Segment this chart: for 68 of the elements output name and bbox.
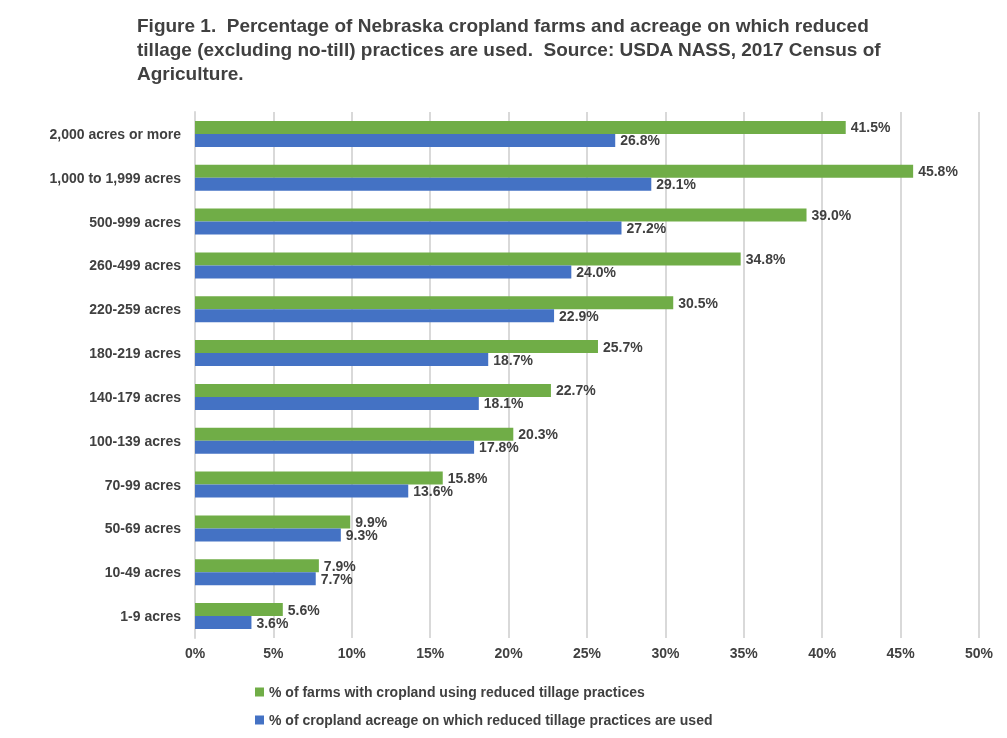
legend-label: % of farms with cropland using reduced tillage practices bbox=[269, 684, 645, 700]
data-label: 17.8% bbox=[479, 439, 520, 456]
y-tick-label: 1-9 acres bbox=[120, 608, 182, 625]
data-label: 24.0% bbox=[576, 263, 617, 280]
data-label: 45.8% bbox=[918, 163, 959, 180]
bar bbox=[195, 471, 443, 485]
data-label: 27.2% bbox=[626, 220, 667, 237]
bar bbox=[195, 353, 489, 367]
data-label: 18.7% bbox=[493, 351, 534, 368]
data-label: 22.9% bbox=[559, 307, 600, 324]
data-label: 5.6% bbox=[287, 601, 321, 618]
bar bbox=[195, 427, 514, 441]
legend-label: % of cropland acreage on which reduced tillage practices are used bbox=[269, 712, 713, 728]
bar bbox=[195, 177, 652, 191]
bar bbox=[195, 252, 741, 266]
data-label: 18.1% bbox=[483, 395, 525, 412]
data-label: 34.8% bbox=[745, 250, 786, 267]
y-tick-label: 70-99 acres bbox=[104, 476, 182, 493]
bar bbox=[195, 572, 316, 586]
x-tick-label: 30% bbox=[651, 645, 680, 661]
bar bbox=[195, 296, 674, 310]
x-tick-label: 40% bbox=[808, 645, 837, 661]
data-label: 3.6% bbox=[256, 614, 289, 631]
y-tick-label: 50-69 acres bbox=[104, 520, 182, 537]
bar bbox=[195, 164, 914, 178]
data-label: 30.5% bbox=[678, 294, 719, 311]
data-label: 41.5% bbox=[850, 119, 891, 136]
data-label: 20.3% bbox=[518, 426, 559, 443]
data-label: 22.7% bbox=[555, 382, 597, 399]
y-tick-label: 180-219 acres bbox=[89, 345, 182, 362]
bar bbox=[195, 340, 598, 354]
x-tick-label: 10% bbox=[337, 645, 367, 661]
x-tick-label: 45% bbox=[886, 645, 916, 661]
bar bbox=[195, 133, 616, 147]
bar bbox=[195, 515, 351, 529]
bar bbox=[195, 616, 252, 630]
bar bbox=[195, 559, 319, 573]
bar bbox=[195, 221, 622, 235]
x-tick-label: 0% bbox=[184, 645, 206, 661]
y-tick-label: 260-499 acres bbox=[89, 257, 182, 274]
bar bbox=[195, 484, 409, 498]
y-tick-label: 220-259 acres bbox=[89, 301, 182, 318]
bar bbox=[195, 603, 283, 617]
y-tick-label: 100-139 acres bbox=[89, 432, 182, 449]
bar bbox=[195, 396, 479, 410]
x-tick-label: 15% bbox=[416, 645, 445, 661]
x-tick-label: 20% bbox=[494, 645, 524, 661]
bar bbox=[195, 309, 555, 323]
bar bbox=[195, 120, 846, 134]
y-tick-label: 1,000 to 1,999 acres bbox=[49, 169, 182, 186]
x-tick-label: 25% bbox=[572, 645, 602, 661]
x-tick-label: 50% bbox=[964, 645, 994, 661]
y-tick-label: 2,000 acres or more bbox=[49, 125, 182, 142]
bar bbox=[195, 528, 341, 542]
bar bbox=[195, 440, 475, 454]
data-label: 29.1% bbox=[656, 176, 697, 193]
y-tick-label: 500-999 acres bbox=[89, 213, 182, 230]
bar bbox=[195, 383, 551, 397]
bar bbox=[195, 265, 572, 279]
data-label: 26.8% bbox=[620, 132, 661, 149]
y-tick-label: 140-179 acres bbox=[89, 388, 182, 405]
data-label: 39.0% bbox=[811, 207, 852, 224]
data-label: 25.7% bbox=[602, 338, 644, 355]
chart-title: Figure 1. Percentage of Nebraska cropland farms and acreage on which reduced tillage (excluding no-till) practices are used. Source: USDA NASS, 2017 Census of Agriculture. bbox=[137, 14, 886, 84]
x-tick-label: 35% bbox=[729, 645, 759, 661]
y-tick-label: 10-49 acres bbox=[104, 564, 182, 581]
bar bbox=[195, 208, 807, 222]
x-tick-label: 5% bbox=[263, 645, 285, 661]
